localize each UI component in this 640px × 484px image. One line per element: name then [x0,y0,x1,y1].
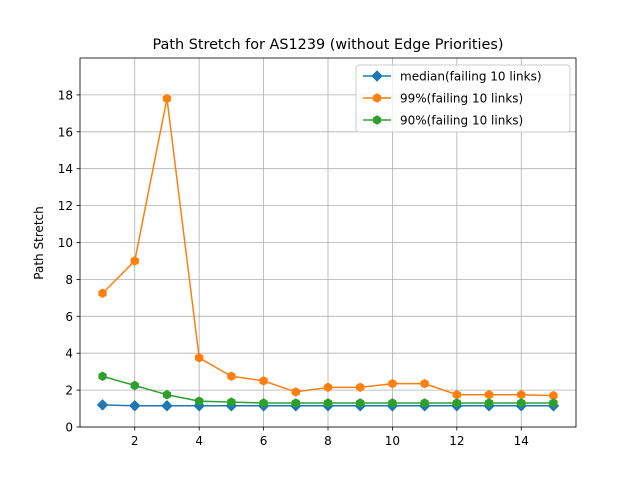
legend-box [355,64,571,133]
data-point [356,398,365,408]
legend: median(failing 10 links) 99%(failing 10 l… [355,64,571,133]
y-axis-label: Path Stretch [32,206,46,279]
legend-marker [372,115,382,125]
series-layer [96,93,560,412]
data-point [291,398,300,408]
data-point [549,398,558,408]
data-point [484,398,494,408]
data-point [484,389,494,400]
data-point [259,376,268,386]
y-tick-label: 6 [65,310,73,324]
legend-label: 90%(failing 10 links) [400,114,523,128]
data-point [517,389,526,400]
x-tick-label: 4 [195,434,203,448]
y-tick-label: 14 [58,162,73,176]
data-point [130,380,139,391]
legend-label: 99%(failing 10 links) [400,92,523,106]
x-tick-label: 8 [324,434,332,448]
x-tick-label: 6 [260,434,268,448]
axes: 2 4 6 8 10 12 14 0 2 4 6 8 10 12 14 16 18 [58,57,577,448]
y-tick-label: 12 [58,199,73,213]
y-tick-label: 0 [65,421,73,435]
y-tick-label: 2 [65,384,73,398]
data-point [227,371,236,382]
x-tick-label: 2 [131,434,139,448]
data-point [323,398,333,408]
data-point [227,397,236,407]
data-point [128,399,141,412]
chart-title: Path Stretch for AS1239 (without Edge Pr… [153,37,504,53]
data-point [517,398,526,408]
y-tick-label: 4 [65,347,73,361]
y-tick-label: 8 [65,273,73,287]
y-tick-label: 18 [58,88,73,102]
series-2 [98,371,558,408]
x-tick-label: 10 [385,434,400,448]
data-point [452,389,461,400]
data-point [356,382,365,393]
data-point [420,398,429,408]
data-point [259,398,268,408]
data-point [388,398,397,408]
legend-label: median(failing 10 links) [400,70,542,84]
data-point [388,378,397,389]
data-point [162,389,172,400]
x-tick-label: 12 [449,434,464,448]
data-point [130,256,139,266]
data-point [98,371,107,382]
data-point [195,353,204,363]
legend-marker [372,93,382,103]
data-point [161,399,173,412]
data-point [162,93,172,104]
data-point [291,387,300,397]
data-point [452,398,461,408]
data-point [98,288,107,299]
data-point [195,396,204,406]
y-tick-label: 16 [58,125,73,139]
y-tick-label: 10 [58,236,73,250]
data-point [323,382,333,393]
data-point [420,378,429,389]
legend-marker [371,70,383,82]
x-tick-label: 14 [514,434,529,448]
data-point [96,399,109,411]
